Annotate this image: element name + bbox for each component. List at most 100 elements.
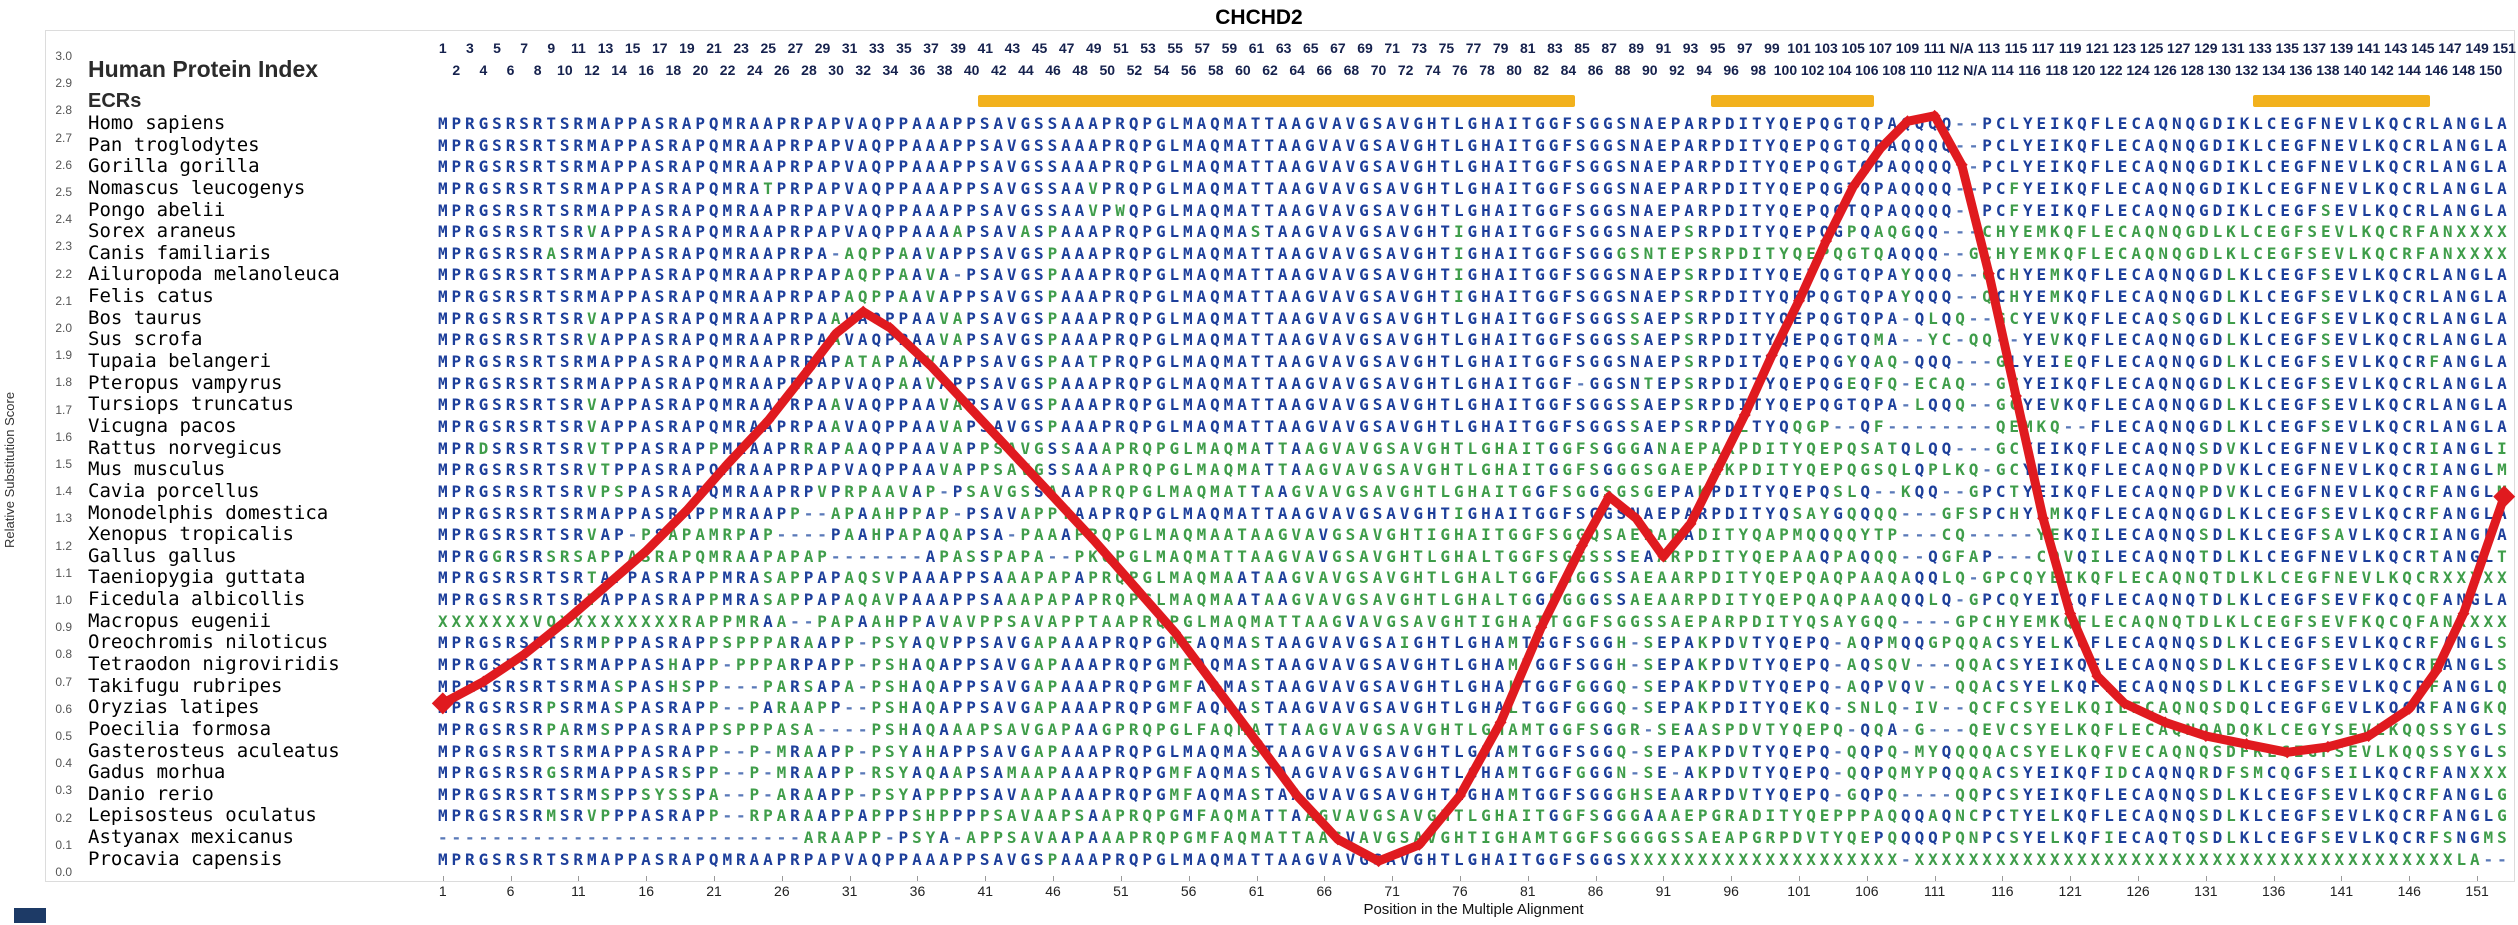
- position-number: 33: [868, 40, 885, 56]
- position-number: 89: [1628, 40, 1645, 56]
- species-name: Macropus eugenii: [88, 609, 272, 632]
- x-tick-mark: [1324, 876, 1326, 881]
- position-number: 118: [2045, 62, 2068, 78]
- position-number: 23: [733, 40, 749, 56]
- position-number: 140: [2343, 62, 2367, 78]
- x-tick-mark: [1459, 876, 1461, 881]
- y-tick-label: 1.2: [55, 538, 72, 553]
- position-number: 28: [801, 62, 817, 78]
- position-number: 137: [2302, 40, 2327, 56]
- position-number: 68: [1343, 62, 1360, 78]
- y-tick-label: 2.8: [55, 103, 72, 118]
- position-number: 2: [452, 62, 461, 78]
- x-tick-label: 121: [2058, 883, 2082, 899]
- position-number: 119: [2058, 40, 2082, 56]
- y-tick-label: 0.6: [55, 701, 72, 716]
- position-number: 112: [1936, 62, 1960, 78]
- position-number: 17: [651, 40, 668, 56]
- position-number: 132: [2234, 62, 2259, 78]
- y-tick-label: 2.2: [55, 266, 72, 281]
- x-tick-mark: [781, 876, 783, 881]
- position-number: 73: [1411, 40, 1428, 56]
- x-tick-label: 21: [706, 883, 722, 899]
- position-number: 123: [2112, 40, 2137, 56]
- species-name: Pan troglodytes: [88, 133, 260, 156]
- position-number: 135: [2275, 40, 2299, 56]
- position-number: 90: [1642, 62, 1658, 78]
- y-tick-label: 2.7: [55, 130, 72, 145]
- x-tick-label: 36: [909, 883, 926, 899]
- position-number: 92: [1669, 62, 1685, 78]
- position-number: 151: [2492, 40, 2516, 56]
- position-number: 86: [1587, 62, 1604, 78]
- position-number: 29: [814, 40, 831, 56]
- y-tick-label: 1.8: [55, 375, 72, 390]
- y-tick-label: 0.2: [55, 810, 72, 825]
- x-tick-mark: [1120, 876, 1122, 881]
- species-name: Takifugu rubripes: [88, 674, 283, 697]
- x-tick-mark: [1934, 876, 1936, 881]
- position-number: 136: [2289, 62, 2313, 78]
- position-number: 3: [465, 40, 474, 56]
- x-tick-mark: [1866, 876, 1868, 881]
- position-number: 79: [1492, 40, 1509, 56]
- position-number: 75: [1438, 40, 1455, 56]
- x-tick-mark: [2002, 876, 2004, 881]
- position-number: 124: [2126, 62, 2150, 78]
- position-number: 146: [2424, 62, 2449, 78]
- position-number: 57: [1194, 40, 1211, 56]
- position-number: 65: [1302, 40, 1319, 56]
- position-number: 106: [1855, 62, 1879, 78]
- x-tick-label: 1: [438, 883, 447, 899]
- position-number: 18: [665, 62, 682, 78]
- position-number: 50: [1099, 62, 1116, 78]
- position-number: 34: [882, 62, 899, 78]
- position-number: 27: [787, 40, 804, 56]
- x-tick-label: 86: [1587, 883, 1604, 899]
- y-tick-label: 0.7: [55, 674, 72, 689]
- species-name: Ficedula albicollis: [88, 588, 306, 611]
- position-number: 1: [438, 40, 447, 56]
- position-number: 129: [2194, 40, 2218, 56]
- x-tick-label: 131: [2194, 883, 2218, 899]
- position-number: 55: [1167, 40, 1183, 56]
- position-number: 94: [1696, 62, 1712, 78]
- y-tick-label: 2.5: [55, 185, 72, 199]
- position-number: 76: [1452, 62, 1468, 78]
- human-protein-index-label: Human Protein Index: [88, 56, 319, 82]
- position-number: 66: [1316, 62, 1333, 78]
- position-number: 41: [977, 40, 994, 56]
- species-name: Rattus norvegicus: [88, 436, 283, 459]
- x-tick-label: 51: [1113, 883, 1129, 899]
- position-number: 62: [1262, 62, 1278, 78]
- species-name: Sus scrofa: [88, 328, 203, 351]
- position-number: N/A: [1949, 40, 1974, 56]
- position-number: 8: [533, 62, 542, 78]
- x-tick-label: 101: [1787, 883, 1811, 899]
- position-number: 122: [2099, 62, 2123, 78]
- position-number: 53: [1140, 40, 1156, 56]
- position-number: 52: [1126, 62, 1143, 78]
- position-number: 114: [1991, 62, 2014, 78]
- position-number: 139: [2329, 40, 2354, 56]
- x-tick-mark: [646, 876, 648, 881]
- x-tick-label: 146: [2397, 883, 2421, 899]
- species-name: Tursiops truncatus: [88, 393, 294, 416]
- page-title: CHCHD2: [1215, 6, 1303, 29]
- ecrs-label: ECRs: [88, 90, 142, 112]
- x-tick-label: 66: [1316, 883, 1333, 899]
- x-tick-label: 126: [2126, 883, 2150, 899]
